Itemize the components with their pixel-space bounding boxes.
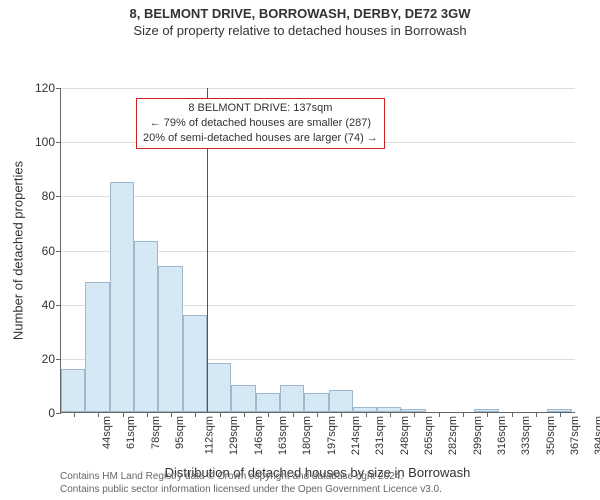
- x-tick-mark: [560, 412, 561, 417]
- x-tick-mark: [195, 412, 196, 417]
- x-tick-label: 61sqm: [125, 416, 137, 449]
- x-tick-label: 299sqm: [472, 416, 484, 455]
- annotation-line: 20% of semi-detached houses are larger (…: [143, 131, 378, 146]
- x-tick-label: 333sqm: [520, 416, 532, 455]
- x-tick-label: 350sqm: [545, 416, 557, 455]
- x-tick-mark: [341, 412, 342, 417]
- histogram-bar: [256, 393, 280, 412]
- x-tick-label: 248sqm: [399, 416, 411, 455]
- y-tick-label: 80: [42, 189, 61, 203]
- y-tick-label: 100: [35, 135, 61, 149]
- footer-attribution: Contains HM Land Registry data © Crown c…: [60, 470, 442, 496]
- x-tick-mark: [439, 412, 440, 417]
- y-tick-label: 0: [48, 406, 61, 420]
- chart-title: 8, BELMONT DRIVE, BORROWASH, DERBY, DE72…: [0, 6, 600, 21]
- x-tick-mark: [123, 412, 124, 417]
- histogram-bar: [158, 266, 182, 412]
- y-tick-label: 60: [42, 244, 61, 258]
- y-tick-label: 40: [42, 298, 61, 312]
- x-tick-label: 265sqm: [423, 416, 435, 455]
- x-tick-label: 197sqm: [326, 416, 338, 455]
- x-tick-mark: [293, 412, 294, 417]
- histogram-bar: [61, 369, 85, 412]
- histogram-bar: [110, 182, 134, 412]
- x-tick-mark: [536, 412, 537, 417]
- x-tick-mark: [74, 412, 75, 417]
- x-tick-label: 44sqm: [101, 416, 113, 449]
- histogram-bar: [231, 385, 255, 412]
- x-tick-label: 78sqm: [150, 416, 162, 449]
- x-tick-mark: [317, 412, 318, 417]
- x-tick-mark: [366, 412, 367, 417]
- x-tick-label: 180sqm: [302, 416, 314, 455]
- y-gridline: [61, 88, 575, 89]
- x-tick-label: 95sqm: [174, 416, 186, 449]
- histogram-bar: [85, 282, 109, 412]
- x-tick-label: 282sqm: [447, 416, 459, 455]
- footer-line: Contains public sector information licen…: [60, 483, 442, 496]
- x-tick-label: 316sqm: [496, 416, 508, 455]
- x-tick-mark: [220, 412, 221, 417]
- plot-region: 02040608010012044sqm61sqm78sqm95sqm112sq…: [60, 88, 575, 413]
- x-tick-mark: [390, 412, 391, 417]
- y-tick-label: 120: [35, 81, 61, 95]
- annotation-line: ← 79% of detached houses are smaller (28…: [143, 116, 378, 131]
- histogram-bar: [183, 315, 207, 413]
- x-tick-mark: [98, 412, 99, 417]
- x-tick-mark: [244, 412, 245, 417]
- histogram-bar: [304, 393, 328, 412]
- x-tick-mark: [414, 412, 415, 417]
- x-tick-label: 384sqm: [593, 416, 600, 455]
- x-tick-mark: [512, 412, 513, 417]
- x-tick-mark: [463, 412, 464, 417]
- histogram-bar: [280, 385, 304, 412]
- x-tick-mark: [147, 412, 148, 417]
- x-tick-label: 231sqm: [375, 416, 387, 455]
- x-tick-mark: [268, 412, 269, 417]
- x-tick-mark: [171, 412, 172, 417]
- x-tick-mark: [487, 412, 488, 417]
- y-axis-title: Number of detached properties: [11, 150, 26, 350]
- annotation-line: 8 BELMONT DRIVE: 137sqm: [143, 101, 378, 116]
- histogram-bar: [134, 241, 158, 412]
- histogram-bar: [329, 390, 353, 412]
- x-tick-label: 214sqm: [350, 416, 362, 455]
- x-tick-label: 146sqm: [253, 416, 265, 455]
- chart-subtitle: Size of property relative to detached ho…: [0, 23, 600, 38]
- footer-line: Contains HM Land Registry data © Crown c…: [60, 470, 442, 483]
- histogram-bar: [207, 363, 231, 412]
- x-tick-label: 367sqm: [569, 416, 581, 455]
- y-gridline: [61, 196, 575, 197]
- x-tick-label: 129sqm: [229, 416, 241, 455]
- x-tick-label: 163sqm: [277, 416, 289, 455]
- y-tick-label: 20: [42, 352, 61, 366]
- annotation-box: 8 BELMONT DRIVE: 137sqm← 79% of detached…: [136, 98, 385, 149]
- x-tick-label: 112sqm: [203, 416, 215, 454]
